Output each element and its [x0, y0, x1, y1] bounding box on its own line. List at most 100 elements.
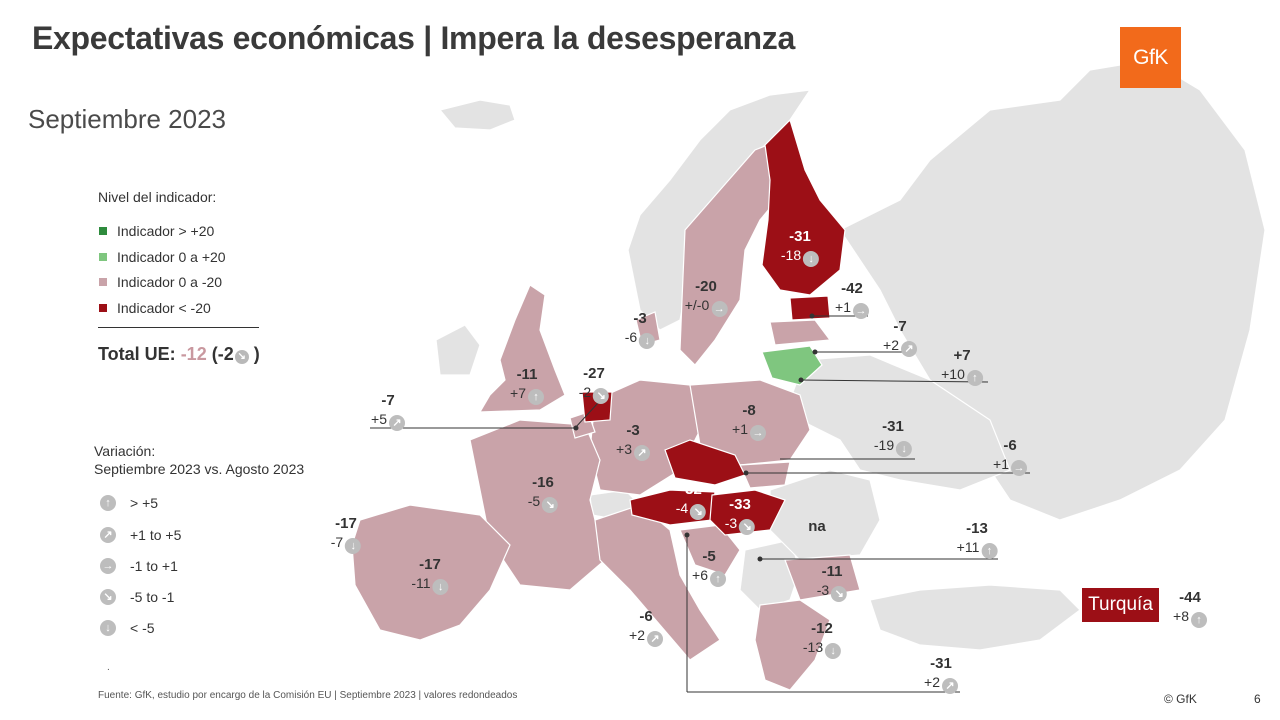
country-label-dk: -3 -6 ↓ — [625, 310, 656, 349]
arrow-up-right-icon: ↗ — [900, 341, 917, 357]
country-value: -44 — [1179, 589, 1201, 606]
country-label-pt: -17 -7 ↓ — [330, 515, 362, 554]
country-label-sk: -6 +1 → — [993, 437, 1027, 476]
footer-dot: . — [107, 662, 110, 673]
country-change: +2 ↗ — [924, 673, 958, 694]
country-change: +7 ↑ — [510, 384, 544, 405]
arrow-up-icon: ↑ — [1190, 612, 1207, 628]
country-value: -31 — [930, 655, 952, 672]
arrow-up-right-icon: ↗ — [388, 415, 405, 431]
country-change: -2 ↘ — [578, 383, 610, 404]
legend-divider — [98, 327, 259, 328]
map-hungary — [709, 489, 786, 536]
legend-item: Indicador > +20 — [99, 223, 214, 239]
legend-swatch — [99, 278, 107, 286]
country-value: -6 — [1003, 437, 1017, 454]
arrow-up-icon: ↑ — [966, 370, 983, 386]
country-label-gr: -12 -13 ↓ — [803, 620, 842, 659]
country-change: -3 ↘ — [816, 581, 848, 602]
country-change-value: +10 — [941, 366, 965, 382]
country-change-value: +7 — [510, 385, 526, 401]
variation-item: ↓ < -5 — [100, 620, 155, 636]
variation-label: -1 to +1 — [130, 558, 178, 574]
variation-item: → -1 to +1 — [100, 558, 178, 574]
country-label-es: -17 -11 ↓ — [411, 556, 449, 595]
map-ireland — [435, 324, 481, 376]
country-change: +3 ↗ — [616, 440, 650, 461]
country-value: -31 — [789, 228, 811, 245]
country-label-cy: -31 +2 ↗ — [924, 655, 958, 694]
country-change-value: -4 — [675, 500, 689, 516]
country-label-fr: -16 -5 ↘ — [528, 474, 559, 513]
country-change: +2 ↗ — [629, 626, 663, 647]
legend-label: Indicador < -20 — [117, 300, 211, 316]
arrow-up-icon: ↑ — [981, 543, 998, 559]
country-change-value: +1 — [835, 299, 851, 315]
country-value: -33 — [729, 496, 751, 513]
total-value: -12 — [180, 344, 207, 364]
country-change-value: +11 — [956, 539, 980, 555]
country-label-hu: -33 -3 ↘ — [724, 496, 756, 535]
country-label-ro: na — [808, 518, 826, 536]
arrow-down-icon: ↓ — [825, 643, 842, 659]
total-eu: Total UE: -12 (-2 ↘ ) — [98, 344, 260, 365]
arrow-right-icon: → — [749, 425, 766, 441]
arrow-up-icon: ↑ — [709, 571, 726, 587]
map-iceland — [438, 99, 516, 131]
arrow-down-right-icon: ↘ — [739, 519, 756, 535]
gfk-logo: GfK — [1120, 27, 1181, 88]
arrow-down-right-icon: ↘ — [593, 388, 610, 404]
country-value: -5 — [702, 548, 716, 565]
country-change: +6 ↑ — [692, 566, 726, 587]
variation-title-line1: Variación: — [94, 443, 156, 459]
country-value: -11 — [516, 366, 538, 383]
country-change: -5 ↘ — [528, 492, 559, 513]
country-value: -13 — [966, 520, 988, 537]
country-change-value: +1 — [732, 421, 748, 437]
country-value: -31 — [882, 418, 904, 435]
country-value: -7 — [381, 392, 395, 409]
variation-legend-title: Variación: Septiembre 2023 vs. Agosto 20… — [94, 442, 304, 478]
source-note: Fuente: GfK, estudio por encargo de la C… — [98, 690, 518, 701]
map-slovakia — [739, 461, 791, 489]
variation-label: +1 to +5 — [130, 527, 182, 543]
country-change-value: -7 — [330, 534, 344, 550]
country-value: +7 — [953, 347, 971, 364]
country-value: na — [808, 518, 826, 535]
country-label-hr: -5 +6 ↑ — [692, 548, 726, 587]
country-change-value: -3 — [724, 515, 738, 531]
country-change-value: -2 — [578, 384, 592, 400]
country-change-value: +1 — [993, 456, 1009, 472]
arrow-down-right-icon: ↘ — [690, 504, 707, 520]
country-label-nl: -27 -2 ↘ — [578, 365, 610, 404]
arrow-right-icon: → — [100, 558, 116, 574]
arrow-up-right-icon: ↗ — [646, 631, 663, 647]
variation-item: ↘ -5 to -1 — [100, 589, 174, 605]
variation-label: > +5 — [130, 495, 159, 511]
country-change-value: -19 — [873, 437, 895, 453]
map-estonia — [789, 295, 831, 321]
country-change: -6 ↓ — [625, 328, 656, 349]
country-value: -16 — [532, 474, 554, 491]
country-change: -4 ↘ — [675, 499, 707, 520]
arrow-down-icon: ↓ — [100, 620, 116, 636]
variation-item: ↗ +1 to +5 — [100, 527, 181, 543]
variation-item: ↑ > +5 — [100, 495, 158, 511]
country-change-value: -3 — [816, 582, 830, 598]
legend-label: Indicador 0 a -20 — [117, 274, 223, 290]
arrow-down-icon: ↓ — [639, 333, 656, 349]
map-finland — [761, 118, 846, 296]
country-change: -19 ↓ — [873, 436, 913, 457]
country-change: -13 ↓ — [803, 638, 842, 659]
country-change: -3 ↘ — [724, 514, 756, 535]
variation-label: -5 to -1 — [130, 589, 175, 605]
legend-item: Indicador 0 a +20 — [99, 249, 226, 265]
country-label-cz: -31 -19 ↓ — [873, 418, 913, 457]
country-value: -6 — [639, 608, 653, 625]
country-label-pl: -8 +1 → — [732, 402, 766, 441]
country-change: +10 ↑ — [941, 365, 983, 386]
arrow-down-right-icon: ↘ — [542, 497, 559, 513]
country-change: +8 ↑ — [1173, 607, 1207, 628]
legend-item: Indicador < -20 — [99, 300, 211, 316]
country-change-value: +2 — [883, 337, 899, 353]
